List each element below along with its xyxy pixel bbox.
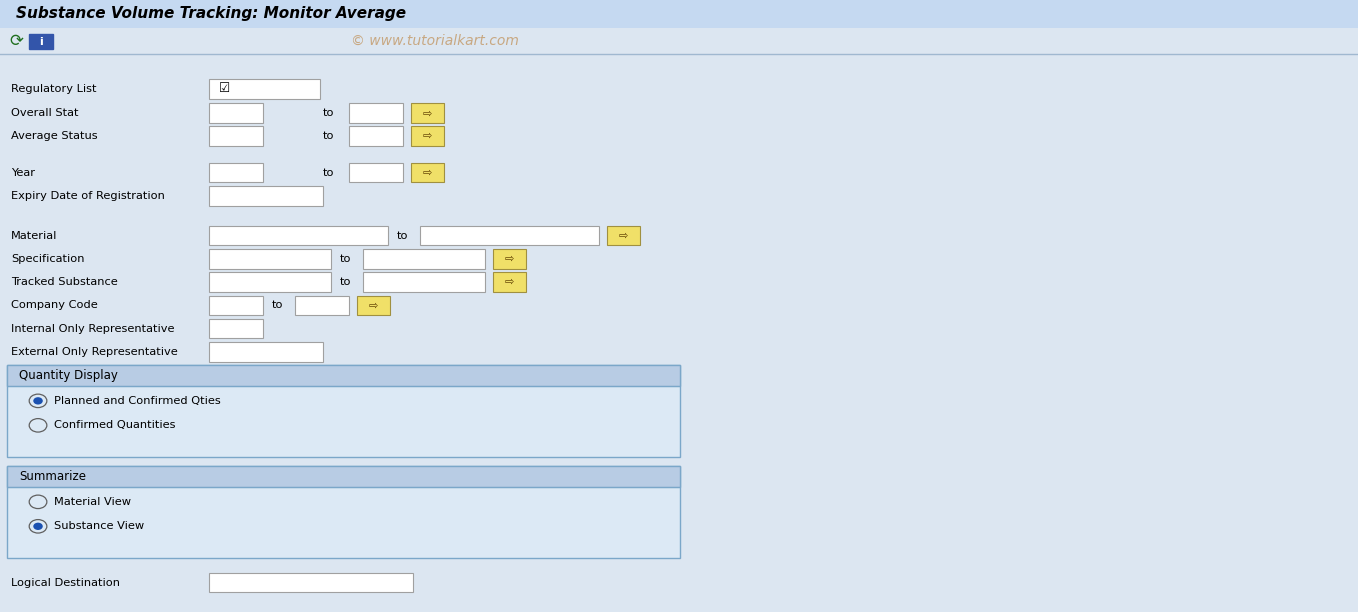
FancyBboxPatch shape [0,28,1358,54]
Text: Substance Volume Tracking: Monitor Average: Substance Volume Tracking: Monitor Avera… [16,6,406,21]
Text: ⇨: ⇨ [424,131,432,141]
FancyBboxPatch shape [209,186,323,206]
Text: ⇨: ⇨ [505,254,513,264]
FancyBboxPatch shape [209,573,413,592]
Text: to: to [272,300,282,310]
Text: © www.tutorialkart.com: © www.tutorialkart.com [350,34,519,48]
FancyBboxPatch shape [363,249,485,269]
Text: ☑: ☑ [219,82,230,95]
FancyBboxPatch shape [295,296,349,315]
Text: Company Code: Company Code [11,300,98,310]
FancyBboxPatch shape [29,34,53,49]
FancyBboxPatch shape [7,365,680,457]
FancyBboxPatch shape [209,226,388,245]
FancyBboxPatch shape [349,103,403,123]
Text: Logical Destination: Logical Destination [11,578,120,588]
Text: Planned and Confirmed Qties: Planned and Confirmed Qties [54,396,221,406]
FancyBboxPatch shape [363,272,485,292]
Text: Summarize: Summarize [19,470,86,483]
FancyBboxPatch shape [493,272,526,292]
Text: ⇨: ⇨ [505,277,513,287]
FancyBboxPatch shape [209,79,320,99]
Text: Confirmed Quantities: Confirmed Quantities [54,420,175,430]
Text: to: to [323,168,334,177]
Text: ⇨: ⇨ [619,231,627,241]
Text: Tracked Substance: Tracked Substance [11,277,118,287]
FancyBboxPatch shape [411,126,444,146]
Text: External Only Representative: External Only Representative [11,347,178,357]
FancyBboxPatch shape [209,249,331,269]
Text: Average Status: Average Status [11,131,98,141]
Text: Material: Material [11,231,57,241]
FancyBboxPatch shape [493,249,526,269]
FancyBboxPatch shape [209,126,263,146]
Ellipse shape [33,523,42,530]
FancyBboxPatch shape [411,103,444,123]
Text: Material View: Material View [54,497,132,507]
FancyBboxPatch shape [209,163,263,182]
FancyBboxPatch shape [349,163,403,182]
Text: to: to [323,131,334,141]
Text: ⇨: ⇨ [424,108,432,118]
FancyBboxPatch shape [357,296,390,315]
FancyBboxPatch shape [7,365,680,386]
Text: Expiry Date of Registration: Expiry Date of Registration [11,191,164,201]
Text: i: i [39,37,42,47]
FancyBboxPatch shape [7,466,680,487]
Text: Overall Stat: Overall Stat [11,108,79,118]
Text: to: to [340,254,350,264]
FancyBboxPatch shape [209,342,323,362]
Text: ⇨: ⇨ [369,300,378,310]
Text: Specification: Specification [11,254,84,264]
FancyBboxPatch shape [607,226,640,245]
FancyBboxPatch shape [209,296,263,315]
Ellipse shape [33,397,42,405]
FancyBboxPatch shape [420,226,599,245]
FancyBboxPatch shape [0,0,1358,28]
Text: to: to [323,108,334,118]
Text: Year: Year [11,168,35,177]
Text: ⇨: ⇨ [424,168,432,177]
FancyBboxPatch shape [209,103,263,123]
Text: Regulatory List: Regulatory List [11,84,96,94]
Text: ⟳: ⟳ [10,32,23,50]
Text: Quantity Display: Quantity Display [19,369,118,382]
FancyBboxPatch shape [349,126,403,146]
FancyBboxPatch shape [209,272,331,292]
FancyBboxPatch shape [209,319,263,338]
Text: to: to [397,231,407,241]
FancyBboxPatch shape [411,163,444,182]
FancyBboxPatch shape [7,466,680,558]
Text: to: to [340,277,350,287]
Text: Internal Only Representative: Internal Only Representative [11,324,174,334]
Text: Substance View: Substance View [54,521,144,531]
